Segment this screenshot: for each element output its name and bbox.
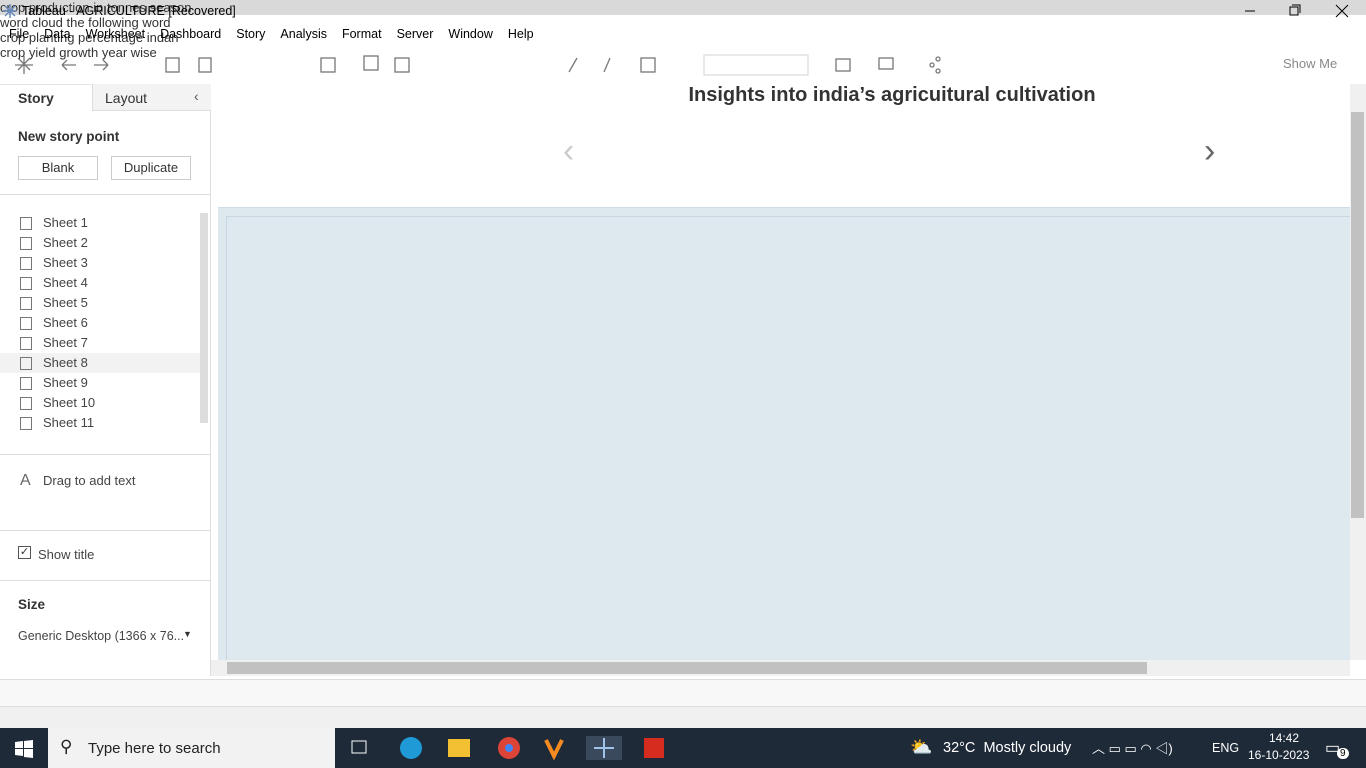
sheet-name: Sheet 2 bbox=[43, 235, 88, 250]
menu-item[interactable]: Data bbox=[44, 26, 71, 41]
weather[interactable]: 32°C Mostly cloudy bbox=[943, 740, 1072, 756]
menu-item[interactable]: Window bbox=[448, 26, 493, 41]
menu-item[interactable]: File bbox=[9, 26, 30, 41]
sheet-item[interactable]: Sheet 1 bbox=[0, 213, 200, 233]
clock-time[interactable]: 14:42 bbox=[1268, 731, 1300, 745]
drag-text[interactable]: Drag to add text bbox=[43, 473, 136, 488]
sheet-item[interactable]: Sheet 11 bbox=[0, 413, 200, 433]
size-select[interactable]: Generic Desktop (1366 x 76... bbox=[18, 629, 185, 643]
sheet-tabs bbox=[0, 679, 1366, 706]
button[interactable]: Duplicate bbox=[111, 156, 191, 180]
show-me[interactable]: Show Me bbox=[1283, 56, 1338, 71]
story-point[interactable]: crop production in tonnes season bbox=[0, 0, 1366, 15]
search-text: Type here to search bbox=[88, 740, 221, 757]
sheet-icon bbox=[20, 377, 32, 390]
sheet-name: Sheet 6 bbox=[43, 315, 88, 330]
menu-item[interactable]: Format bbox=[341, 26, 382, 41]
story-point[interactable]: crop planting percentage indan bbox=[0, 30, 179, 45]
title-bar: Tableau - AGRICULTURE [Recovered] bbox=[0, 0, 1366, 22]
window-title: Tableau - AGRICULTURE [Recovered] bbox=[22, 4, 236, 18]
menu-item[interactable]: Help bbox=[507, 26, 534, 41]
search-box[interactable]: ⚲ Type here to search bbox=[48, 728, 335, 768]
sheet-icon bbox=[20, 317, 32, 330]
sheet-name: Sheet 3 bbox=[43, 255, 88, 270]
menu-bar: File Data Worksheet Dashboard Story Analysis F… bbox=[9, 25, 534, 42]
sheet-item[interactable]: Sheet 7 bbox=[0, 333, 200, 353]
viz-area bbox=[218, 207, 1351, 662]
clock-date[interactable]: 16-10-2023 bbox=[1248, 748, 1310, 762]
tab-story[interactable]: Story bbox=[18, 90, 54, 106]
sheet-icon bbox=[20, 237, 32, 250]
toolbar-icons bbox=[15, 54, 941, 76]
sheet-name: Sheet 7 bbox=[43, 335, 88, 350]
section-heading: New story point bbox=[18, 129, 120, 144]
story-point[interactable]: word cloud the following word bbox=[0, 15, 171, 30]
story-point[interactable]: crop yield growth year wise bbox=[0, 45, 157, 60]
tab-layout[interactable]: Layout bbox=[105, 90, 148, 106]
sheet-name: Sheet 4 bbox=[43, 275, 88, 290]
sheet-name: Sheet 11 bbox=[43, 415, 95, 430]
sheet-list: Sheet 1 Sheet 2 Sheet 3 Sheet 4 Sheet 5 Sheet… bbox=[0, 213, 200, 441]
sheet-item[interactable]: Sheet 5 bbox=[0, 293, 200, 313]
sheet-icon bbox=[20, 357, 32, 370]
story-area: Insights into india’s agricuitural culti… bbox=[211, 84, 1351, 662]
sheet-name: Sheet 9 bbox=[43, 375, 88, 390]
app-icon bbox=[3, 4, 17, 18]
menu-item[interactable]: Analysis bbox=[280, 26, 327, 41]
sheet-item[interactable]: Sheet 2 bbox=[0, 233, 200, 253]
language[interactable]: ENG bbox=[1212, 741, 1240, 755]
sheet-item[interactable]: Sheet 6 bbox=[0, 313, 200, 333]
size-heading: Size bbox=[18, 597, 46, 612]
sheet-icon bbox=[20, 417, 32, 430]
button[interactable]: Blank bbox=[18, 156, 98, 180]
menu-item[interactable]: Server bbox=[396, 26, 434, 41]
menu-item[interactable]: Story bbox=[236, 26, 266, 41]
sheet-name: Sheet 5 bbox=[43, 295, 88, 310]
sheet-item[interactable]: Sheet 3 bbox=[0, 253, 200, 273]
notification-count[interactable]: 9 bbox=[1337, 748, 1349, 759]
v-scrollbar[interactable] bbox=[1350, 84, 1366, 660]
taskbar-apps[interactable] bbox=[348, 736, 668, 760]
side-panel: Story Layout ‹ New story point Blank Dup… bbox=[0, 84, 211, 676]
sheet-icon bbox=[20, 297, 32, 310]
sheet-item[interactable]: Sheet 9 bbox=[0, 373, 200, 393]
menu-item[interactable]: Worksheet bbox=[85, 26, 146, 41]
show-title[interactable]: Show title bbox=[38, 547, 95, 562]
story-title-text: Insights into india’s agricuitural culti… bbox=[688, 84, 1096, 106]
sheet-icon bbox=[20, 397, 32, 410]
sheet-name: Sheet 10 bbox=[43, 395, 96, 410]
taskbar: ⚲ Type here to search ⛅ 32°C Mostly clou… bbox=[0, 728, 1366, 768]
toolbar: Show Me bbox=[0, 44, 1366, 85]
sheet-item[interactable]: Sheet 4 bbox=[0, 273, 200, 293]
sheet-icon bbox=[20, 337, 32, 350]
sheet-icon bbox=[20, 257, 32, 270]
start-button[interactable] bbox=[15, 740, 33, 758]
donut-chart bbox=[218, 208, 1350, 661]
status-bar bbox=[0, 706, 1366, 729]
sheet-name: Sheet 8 bbox=[43, 355, 88, 370]
sheet-name: Sheet 1 bbox=[43, 215, 88, 230]
menu-item[interactable]: Dashboard bbox=[160, 26, 222, 41]
sheet-item[interactable]: Sheet 8 bbox=[0, 353, 200, 373]
story-title: Insights into india’s agricuitural culti… bbox=[211, 84, 1350, 107]
sheet-icon bbox=[20, 277, 32, 290]
h-scrollbar[interactable] bbox=[211, 660, 1350, 676]
sheet-item[interactable]: Sheet 10 bbox=[0, 393, 200, 413]
window-controls[interactable] bbox=[1240, 4, 1350, 18]
sheet-icon bbox=[20, 217, 32, 230]
